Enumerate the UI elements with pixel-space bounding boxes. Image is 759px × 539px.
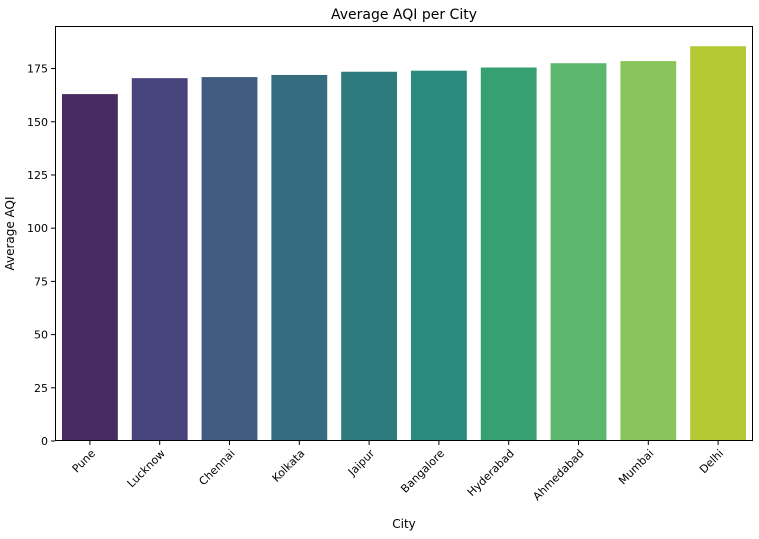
bar-lucknow [131,78,188,442]
y-axis-ticks: 0 25 50 75 100 125 150 175 [27,63,55,448]
x-tick-label: Jaipur [345,447,378,480]
chart-title: Average AQI per City [331,7,477,23]
x-tick-label: Chennai [196,447,237,488]
x-tick-label: Pune [70,447,99,476]
x-axis-ticks: Pune Lucknow Chennai Kolkata Jaipur Bangalore… [70,441,726,503]
x-tick-label: Bangalore [398,447,447,496]
y-tick-label: 75 [34,275,48,288]
x-tick-label: Lucknow [125,447,168,490]
bar-mumbai [620,61,677,441]
y-tick-label: 125 [27,169,48,182]
x-tick-label: Delhi [697,447,726,476]
bar-pune [61,94,118,441]
y-tick-label: 25 [34,382,48,395]
bar-chennai [201,77,258,442]
plot-frame [55,26,753,441]
x-tick-label: Mumbai [616,447,656,487]
x-tick-label: Ahmedabad [530,447,586,503]
x-tick-label: Hyderabad [465,447,517,499]
y-axis-label: Average AQI [3,196,17,270]
bars-group [61,46,747,442]
bar-ahmedabad [550,63,607,441]
bar-hyderabad [480,67,537,441]
bar-bangalore [410,70,467,441]
y-tick-label: 0 [41,435,48,448]
bar-jaipur [341,71,398,441]
y-tick-label: 50 [34,329,48,342]
bar-kolkata [271,74,328,441]
y-tick-label: 175 [27,63,48,76]
x-tick-label: Kolkata [270,447,308,485]
y-tick-label: 100 [27,222,48,235]
x-axis-label: City [392,517,416,531]
bar-delhi [690,46,747,441]
y-tick-label: 150 [27,116,48,129]
